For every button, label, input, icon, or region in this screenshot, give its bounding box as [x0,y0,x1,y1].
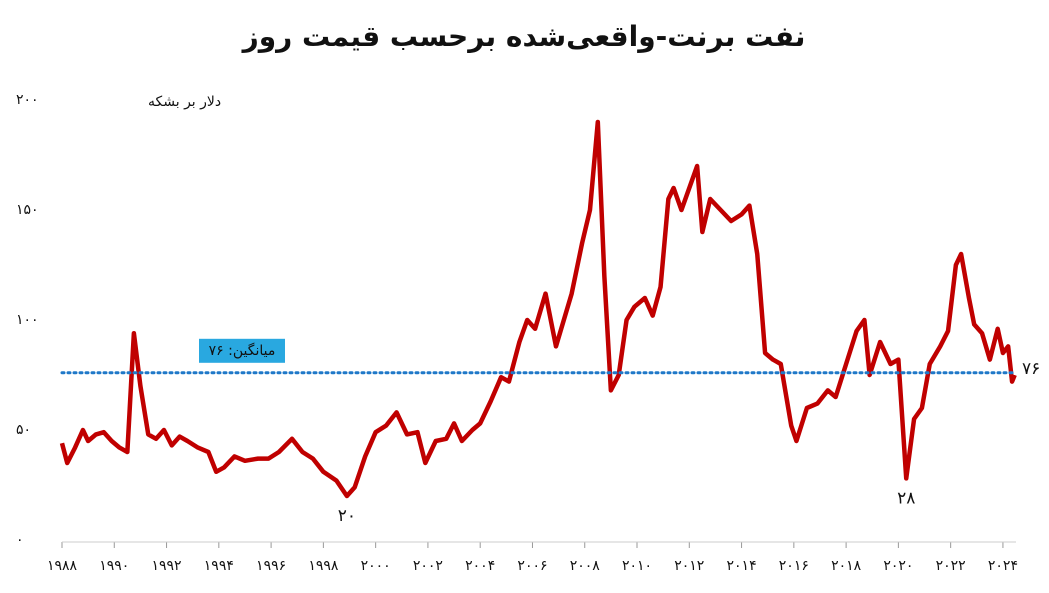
x-tick-label: ۲۰۱۰ [622,558,652,574]
price-line [59,119,1017,499]
x-tick-label: ۲۰۰۶ [517,558,547,574]
average-label-box [199,338,285,363]
x-tick-label: ۲۰۰۸ [570,558,601,574]
x-tick-label: ۲۰۱۸ [831,558,862,574]
x-tick-label: ۲۰۲۰ [883,558,913,574]
x-tick-label: ۲۰۰۲ [413,558,443,574]
x-tick-label: ۱۹۸۸ [47,558,78,574]
chart-title: نفت برنت-واقعی‌شده برحسب قیمت روز [241,20,806,53]
annotation: ۲۸ [897,488,915,508]
x-tick-label: ۱۹۹۴ [204,558,234,574]
average-end-label: ۷۶ [1022,359,1040,379]
y-axis-label: دلار بر بشکه [148,94,221,110]
x-tick-label: ۱۹۹۸ [308,558,339,574]
x-tick-label: ۲۰۰۴ [465,558,495,574]
x-tick-label: ۲۰۱۲ [674,558,704,574]
y-tick-label: ۰ [16,532,24,548]
x-tick-label: ۲۰۲۴ [988,558,1018,574]
x-tick-label: ۲۰۰۰ [361,558,391,574]
y-tick-label: ۲۰۰ [16,92,39,108]
y-tick-label: ۱۵۰ [16,202,39,218]
x-tick-label: ۱۹۹۶ [256,558,286,574]
average-label: میانگین: ۷۶ [209,342,276,359]
x-tick-label: ۱۹۹۲ [152,558,182,574]
annotation: ۲۰ [338,506,356,526]
x-tick-label: ۱۹۹۰ [99,558,129,574]
x-tick-label: ۲۰۱۶ [779,558,809,574]
y-tick-label: ۵۰ [16,422,31,438]
x-tick-label: ۲۰۲۲ [936,558,966,574]
y-tick-label: ۱۰۰ [16,312,39,328]
x-tick-label: ۲۰۱۴ [727,558,757,574]
